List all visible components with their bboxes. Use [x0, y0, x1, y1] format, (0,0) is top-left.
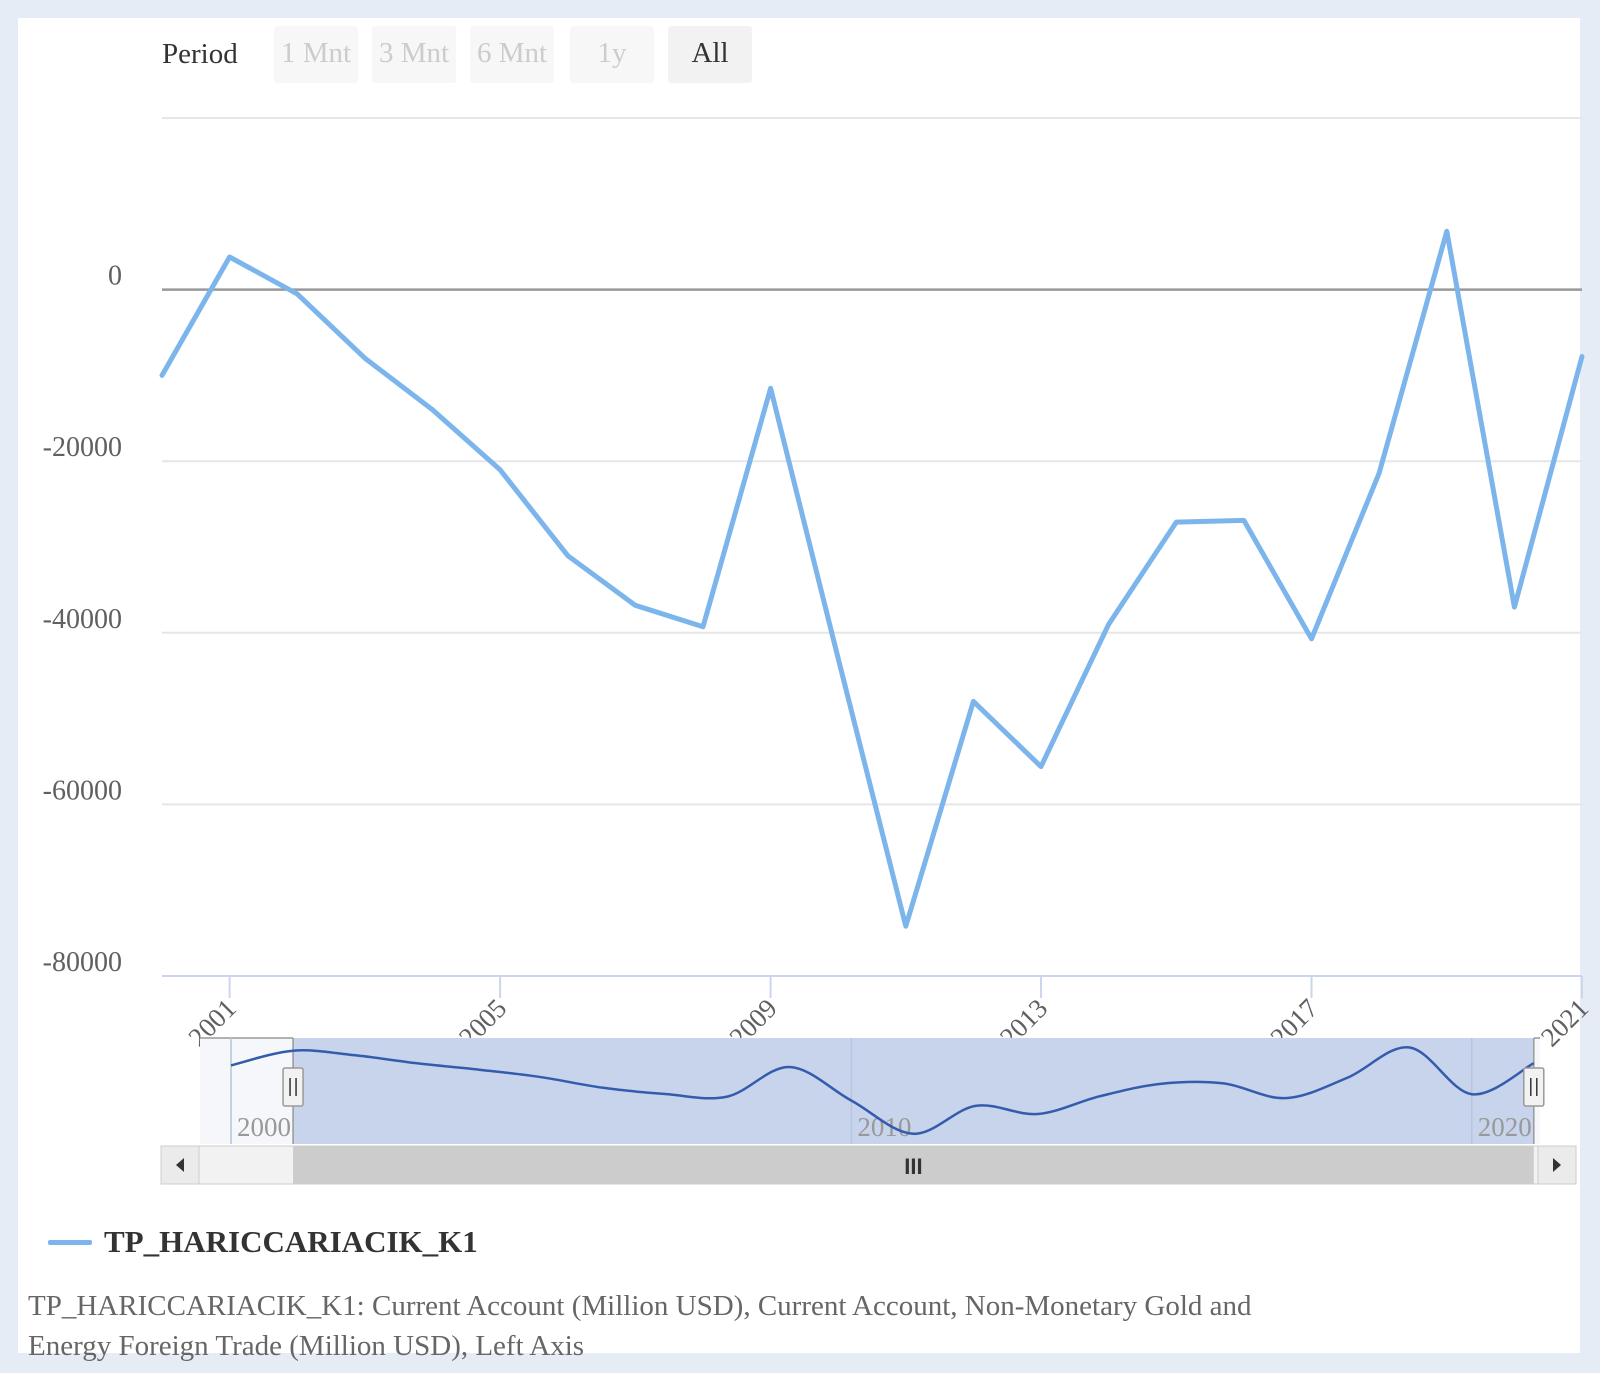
navigator[interactable]: 2000 2010 2020 [200, 1037, 1545, 1144]
navigator-series-line [230, 1046, 1535, 1136]
navigator-axis-label: 2020 [1478, 1112, 1532, 1142]
scrollbar-left-button[interactable] [160, 1145, 200, 1185]
navigator-right-handle[interactable] [1523, 1067, 1545, 1107]
handle-body [1523, 1067, 1545, 1107]
legend-swatch [48, 1240, 92, 1245]
range-button-1-year[interactable]: 1y [570, 26, 654, 83]
series-description: TP_HARICCARIACIK_K1: Current Account (Mi… [28, 1290, 1252, 1362]
scrollbar[interactable]: III [160, 1145, 1577, 1185]
scrollbar-right-button[interactable] [1537, 1145, 1577, 1185]
series-group [159, 228, 1585, 929]
range-button-all[interactable]: All [668, 26, 752, 83]
y-tick-label: -60000 [43, 775, 122, 806]
scrollbar-thumb[interactable] [293, 1146, 1534, 1184]
scrollbar-grip: III [904, 1154, 922, 1179]
period-label: Period [162, 38, 238, 70]
navigator-axis-label: 2000 [237, 1112, 291, 1142]
navigator-axis-label: 2010 [857, 1112, 911, 1142]
legend-item-label[interactable]: TP_HARICCARIACIK_K1 [104, 1224, 478, 1259]
arrow-right-icon [1553, 1158, 1561, 1172]
range-button-6-months[interactable]: 6 Mnt [470, 26, 554, 83]
range-button-1-month[interactable]: 1 Mnt [274, 26, 358, 83]
range-button-3-months[interactable]: 3 Mnt [372, 26, 456, 83]
x-tick-label: 2021 [1535, 993, 1594, 1052]
y-tick-label: -20000 [43, 432, 122, 463]
series-line [159, 228, 1585, 929]
y-tick-label: -80000 [43, 947, 122, 978]
handle-body [282, 1067, 304, 1107]
y-axis-labels: 0 -20000 -40000 -60000 -80000 [43, 261, 122, 978]
navigator-selection-mask [293, 1038, 1534, 1144]
y-gridlines [162, 117, 1582, 977]
y-tick-label: 0 [108, 261, 122, 292]
button-body [160, 1145, 200, 1185]
navigator-left-handle[interactable] [282, 1067, 304, 1107]
arrow-left-icon [176, 1158, 184, 1172]
y-tick-label: -40000 [43, 604, 122, 635]
